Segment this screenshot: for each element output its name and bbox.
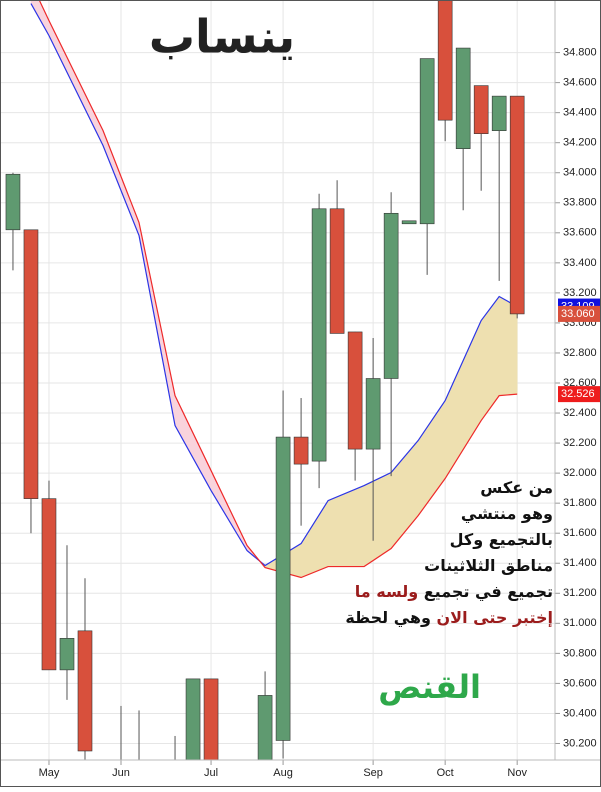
candle-body [347, 331, 363, 450]
candle-body [455, 47, 471, 149]
y-tick-label: 34.000 [563, 167, 597, 179]
x-tick-label: Aug [273, 767, 293, 779]
y-tick-label: 34.400 [563, 107, 597, 119]
cloud-fill [444, 320, 482, 480]
y-tick-label: 31.800 [563, 497, 597, 509]
y-tick-label: 34.200 [563, 137, 597, 149]
y-tick-label: 33.600 [563, 227, 597, 239]
x-tick-label: Sep [363, 767, 383, 779]
annotation-line: إختبر حتى الان وهي لحظة [345, 608, 553, 627]
annotation-text: وهي لحظة [345, 608, 431, 627]
candle-body [23, 229, 39, 499]
cloud-fill [300, 499, 329, 578]
annotation-text: من عكس [480, 478, 553, 497]
annotation-text: تجميع في تجميع [418, 582, 553, 601]
cloud-fill [480, 295, 500, 422]
annotation-text: إختبر حتى الان [430, 608, 553, 627]
chart-title: ينساب [149, 10, 295, 64]
price-label: 32.526 [561, 388, 595, 400]
candle-body [203, 678, 219, 760]
y-tick-label: 31.200 [563, 587, 597, 599]
plot-area [5, 0, 525, 760]
y-tick-label: 30.200 [563, 737, 597, 749]
annotation-text: وهو منتشي [460, 504, 553, 523]
cloud-fill [363, 472, 392, 568]
x-tick-label: Jun [112, 767, 130, 779]
candle-body [41, 498, 57, 671]
price-label-box [558, 305, 601, 322]
annotation-text: مناطق الثلاثينات [424, 556, 553, 575]
y-tick-label: 32.000 [563, 467, 597, 479]
annotation-text: ولسه ما [354, 582, 419, 601]
y-tick-label: 32.200 [563, 437, 597, 449]
candle-body [383, 212, 399, 379]
candle-body [329, 208, 345, 334]
y-tick-label: 34.800 [563, 46, 597, 58]
candle-body [509, 95, 525, 315]
candle-body [473, 85, 489, 134]
candle-body [437, 0, 453, 121]
candle-body [311, 208, 327, 462]
candle-body [185, 678, 201, 760]
y-tick-label: 33.200 [563, 287, 597, 299]
annotation-line: من عكس [480, 478, 553, 497]
candle-body [491, 95, 507, 131]
y-tick-label: 31.600 [563, 527, 597, 539]
candle-body [419, 58, 435, 225]
overlay-line [30, 3, 518, 567]
annotation-line: مناطق الثلاثينات [424, 556, 553, 575]
annotation-line: تجميع في تجميع ولسه ما [355, 582, 553, 601]
candle-body [293, 436, 309, 465]
price-label: 33.060 [561, 308, 595, 320]
x-tick-label: Oct [437, 767, 454, 779]
price-label-box [558, 386, 601, 403]
y-tick-label: 31.000 [563, 617, 597, 629]
y-tick-label: 32.400 [563, 407, 597, 419]
annotation-text: بالتجميع وكل [449, 530, 553, 549]
y-tick-label: 30.800 [563, 647, 597, 659]
x-tick-label: May [39, 767, 60, 779]
candle-body [77, 630, 93, 752]
x-tick-label: Nov [507, 767, 527, 779]
y-tick-label: 30.400 [563, 707, 597, 719]
conclusion: القنص [378, 668, 481, 706]
y-tick-label: 31.400 [563, 557, 597, 569]
y-tick-label: 32.600 [563, 377, 597, 389]
y-tick-label: 32.800 [563, 347, 597, 359]
cloud-fill [417, 399, 446, 517]
y-tick-label: 33.800 [563, 197, 597, 209]
candle-body [401, 220, 417, 225]
x-tick-label: Jul [204, 767, 218, 779]
candle-body [257, 695, 273, 760]
y-tick-label: 30.600 [563, 677, 597, 689]
candle-body [5, 173, 21, 231]
annotation-line: بالتجميع وكل [450, 530, 553, 549]
y-tick-label: 33.400 [563, 257, 597, 269]
annotation-line: وهو منتشي [461, 504, 553, 523]
overlay-line [38, 0, 518, 579]
axes: 30.200 30.400 30.600 30.800 31.000 31.200 31.4… [39, 46, 601, 779]
candle-body [275, 436, 291, 741]
candle-body [59, 638, 75, 671]
candle-body [365, 378, 381, 450]
y-tick-label: 34.600 [563, 77, 597, 89]
